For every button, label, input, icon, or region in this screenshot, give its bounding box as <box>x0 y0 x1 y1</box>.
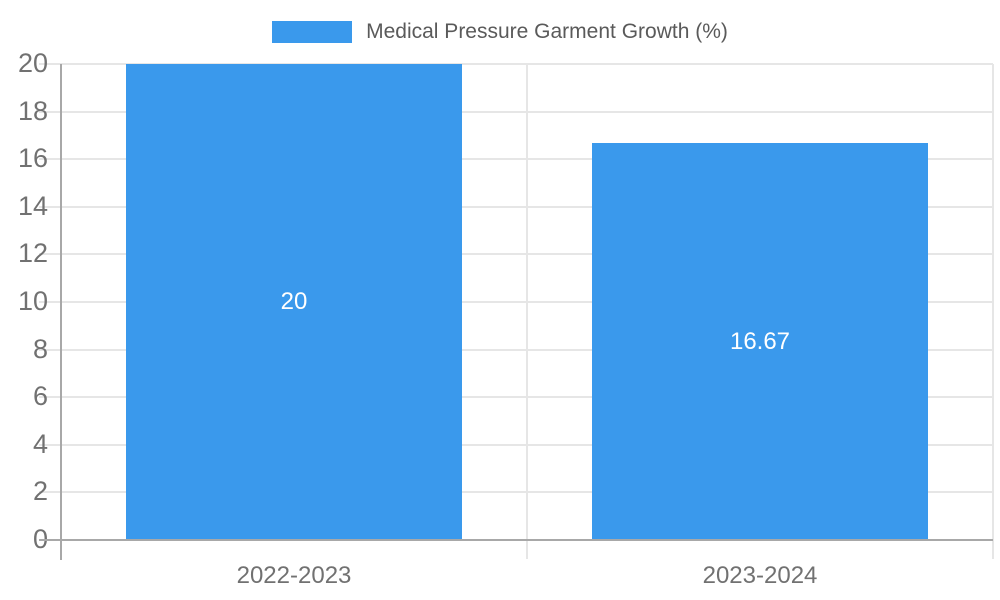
y-axis-line <box>60 64 62 560</box>
category-boundary-gridline <box>992 64 994 559</box>
bar-value-label: 16.67 <box>729 327 791 355</box>
gridline <box>39 348 993 351</box>
x-axis-tick-label: 2023-2024 <box>702 562 818 589</box>
gridline <box>39 443 993 446</box>
gridline <box>39 110 993 113</box>
chart-legend: Medical Pressure Garment Growth (%) <box>0 14 1000 50</box>
gridline <box>39 396 993 399</box>
y-axis-tick-label: 0 <box>0 524 48 555</box>
y-axis-tick-label: 12 <box>17 238 48 269</box>
gridline <box>39 253 993 256</box>
y-axis-tick-label: 6 <box>32 381 48 412</box>
x-axis-line <box>39 539 993 541</box>
bar-2023-2024 <box>592 143 928 540</box>
y-axis-tick-label: 8 <box>32 333 48 364</box>
bar-2022-2023 <box>126 64 462 540</box>
gridline <box>39 491 993 494</box>
y-axis-tick-label: 2 <box>32 476 48 507</box>
gridline <box>39 301 993 303</box>
legend-label: Medical Pressure Garment Growth (%) <box>366 20 728 43</box>
x-axis-tick-label: 2022-2023 <box>236 562 352 589</box>
y-axis-tick-label: 4 <box>32 428 48 459</box>
y-axis-tick-label: 20 <box>17 47 48 78</box>
y-axis-tick-label: 14 <box>17 190 48 221</box>
y-axis-tick-label: 10 <box>17 285 48 316</box>
legend-swatch-icon <box>272 21 353 43</box>
y-axis-tick-label: 16 <box>17 143 48 174</box>
plot-area: 024681012141618202016.672022-20232023-20… <box>18 48 994 589</box>
gridline <box>39 63 993 65</box>
bar-value-label: 20 <box>280 288 308 315</box>
category-boundary-gridline <box>526 64 528 559</box>
gridline <box>39 158 993 161</box>
gridline <box>39 205 993 208</box>
y-axis-tick-label: 18 <box>17 95 48 126</box>
